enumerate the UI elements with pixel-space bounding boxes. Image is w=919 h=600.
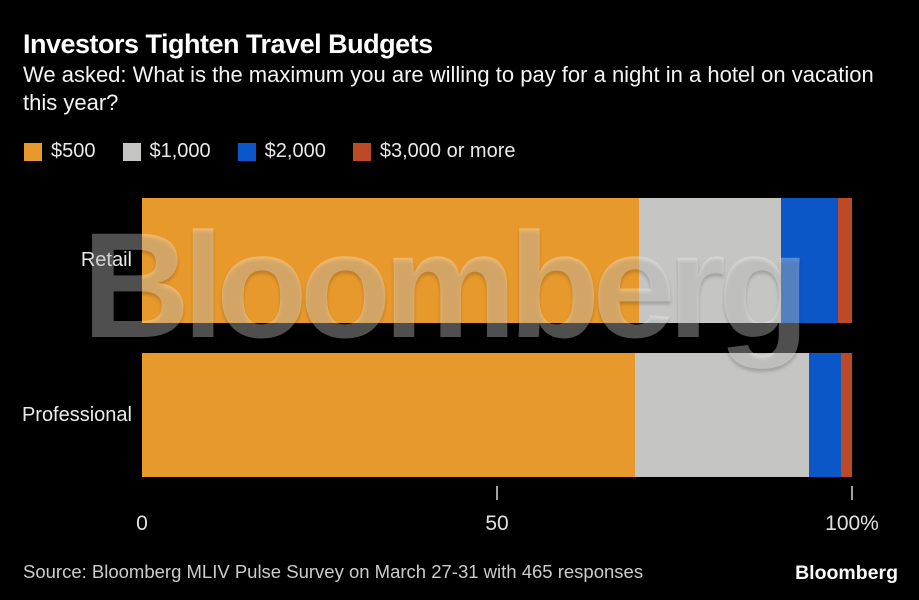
bar-segment: [142, 353, 636, 477]
bar-segment: [781, 198, 838, 323]
legend-item: $3,000 or more: [352, 140, 516, 163]
chart-legend: $500 $1,000 $2,000 $3,000 or more: [24, 140, 515, 163]
bar-segment: [841, 353, 852, 477]
legend-swatch: [122, 142, 141, 161]
stacked-bar: [142, 198, 852, 323]
legend-label: $3,000 or more: [379, 140, 516, 162]
source-note: Source: Bloomberg MLIV Pulse Survey on M…: [23, 561, 644, 582]
x-axis-tick: [496, 486, 498, 500]
bar-segment: [837, 198, 852, 323]
stacked-bar: [142, 353, 852, 477]
legend-label: $500: [51, 140, 96, 162]
bar-segment: [142, 198, 639, 323]
bloomberg-logo: Bloomberg: [795, 562, 898, 584]
legend-item: $500: [24, 140, 96, 163]
legend-label: $1,000: [149, 140, 211, 162]
chart-title: Investors Tighten Travel Budgets: [23, 29, 433, 59]
x-axis-label: 50: [485, 512, 509, 535]
bar-segment: [635, 353, 810, 477]
legend-item: $2,000: [237, 140, 326, 163]
x-axis-tick: [851, 486, 853, 500]
legend-swatch: [24, 142, 42, 161]
legend-item: $1,000: [122, 140, 211, 163]
x-axis-label: 100%: [825, 512, 879, 535]
bar-segment: [639, 198, 781, 323]
legend-swatch: [352, 142, 371, 161]
category-label: Retail: [80, 249, 132, 271]
bar-segment: [809, 353, 842, 477]
bar-row: Professional: [0, 353, 852, 477]
legend-swatch: [237, 142, 256, 161]
chart-subtitle: We asked: What is the maximum you are wi…: [23, 62, 874, 115]
category-label: Professional: [21, 403, 132, 426]
x-axis-label: 0: [136, 512, 148, 535]
bar-row: Retail: [0, 198, 852, 323]
legend-label: $2,000: [264, 140, 326, 162]
